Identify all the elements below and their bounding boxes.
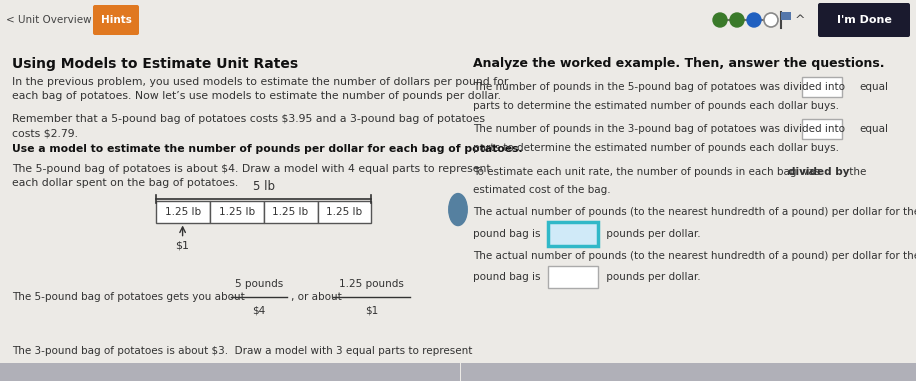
Circle shape	[764, 13, 778, 27]
Text: Use a model to estimate the number of pounds per dollar for each bag of potatoes: Use a model to estimate the number of po…	[12, 144, 523, 154]
Text: The actual number of pounds (to the nearest hundredth of a pound) per dollar for: The actual number of pounds (to the near…	[473, 251, 916, 261]
Text: < Unit Overview: < Unit Overview	[6, 15, 92, 25]
FancyBboxPatch shape	[802, 119, 842, 139]
Text: pound bag is: pound bag is	[473, 272, 540, 282]
Text: The 5-pound bag of potatoes gets you about: The 5-pound bag of potatoes gets you abo…	[12, 292, 248, 302]
Text: 1.25 pounds: 1.25 pounds	[339, 279, 404, 289]
Text: parts to determine the estimated number of pounds each dollar buys.: parts to determine the estimated number …	[473, 143, 839, 153]
Text: The number of pounds in the 5-pound bag of potatoes was divided into: The number of pounds in the 5-pound bag …	[473, 82, 845, 92]
Text: equal: equal	[859, 82, 888, 92]
Text: parts to determine the estimated number of pounds each dollar buys.: parts to determine the estimated number …	[473, 101, 839, 111]
Bar	[156, 201, 210, 223]
FancyBboxPatch shape	[781, 12, 791, 20]
Text: estimated cost of the bag.: estimated cost of the bag.	[473, 185, 610, 195]
Text: Hints: Hints	[101, 15, 131, 25]
Text: , or about: , or about	[291, 292, 345, 302]
Bar	[0, 363, 460, 381]
FancyBboxPatch shape	[802, 77, 842, 97]
Text: I'm Done: I'm Done	[836, 15, 891, 25]
Text: $1: $1	[365, 305, 378, 315]
FancyBboxPatch shape	[93, 5, 139, 35]
Text: To estimate each unit rate, the number of pounds in each bag was: To estimate each unit rate, the number o…	[473, 167, 823, 177]
Text: Remember that a 5-pound bag of potatoes costs $3.95 and a 3-pound bag of potatoe: Remember that a 5-pound bag of potatoes …	[12, 114, 485, 138]
Text: $1: $1	[176, 240, 190, 251]
Bar	[210, 201, 264, 223]
Text: equal: equal	[859, 124, 888, 134]
FancyBboxPatch shape	[548, 222, 598, 245]
Text: ^: ^	[795, 13, 805, 27]
Circle shape	[449, 194, 467, 226]
Text: Using Models to Estimate Unit Rates: Using Models to Estimate Unit Rates	[12, 57, 299, 71]
Bar	[264, 201, 318, 223]
Text: 1.25 lb: 1.25 lb	[165, 207, 201, 217]
FancyBboxPatch shape	[548, 266, 598, 288]
Text: divided by: divided by	[788, 167, 849, 177]
Text: The number of pounds in the 3-pound bag of potatoes was divided into: The number of pounds in the 3-pound bag …	[473, 124, 845, 134]
Text: 5 lb: 5 lb	[253, 180, 275, 193]
Text: pounds per dollar.: pounds per dollar.	[603, 229, 701, 239]
Circle shape	[713, 13, 727, 27]
Text: pound bag is: pound bag is	[473, 229, 540, 239]
Text: 1.25 lb: 1.25 lb	[219, 207, 255, 217]
Text: 5 pounds: 5 pounds	[234, 279, 283, 289]
Circle shape	[747, 13, 761, 27]
Text: The 3-pound bag of potatoes is about $3.  Draw a model with 3 equal parts to rep: The 3-pound bag of potatoes is about $3.…	[12, 346, 473, 356]
Text: 1.25 lb: 1.25 lb	[272, 207, 309, 217]
Text: The actual number of pounds (to the nearest hundredth of a pound) per dollar for: The actual number of pounds (to the near…	[473, 207, 916, 217]
Text: pounds per dollar.: pounds per dollar.	[603, 272, 701, 282]
Text: The 5-pound bag of potatoes is about $4. Draw a model with 4 equal parts to repr: The 5-pound bag of potatoes is about $4.…	[12, 164, 491, 188]
Text: In the previous problem, you used models to estimate the number of dollars per p: In the previous problem, you used models…	[12, 77, 508, 101]
Bar	[461, 363, 916, 381]
Text: Analyze the worked example. Then, answer the questions.: Analyze the worked example. Then, answer…	[473, 57, 884, 70]
Text: $4: $4	[253, 305, 266, 315]
Bar	[318, 201, 372, 223]
FancyBboxPatch shape	[818, 3, 910, 37]
Text: 1.25 lb: 1.25 lb	[326, 207, 363, 217]
Text: the: the	[846, 167, 867, 177]
Circle shape	[730, 13, 744, 27]
